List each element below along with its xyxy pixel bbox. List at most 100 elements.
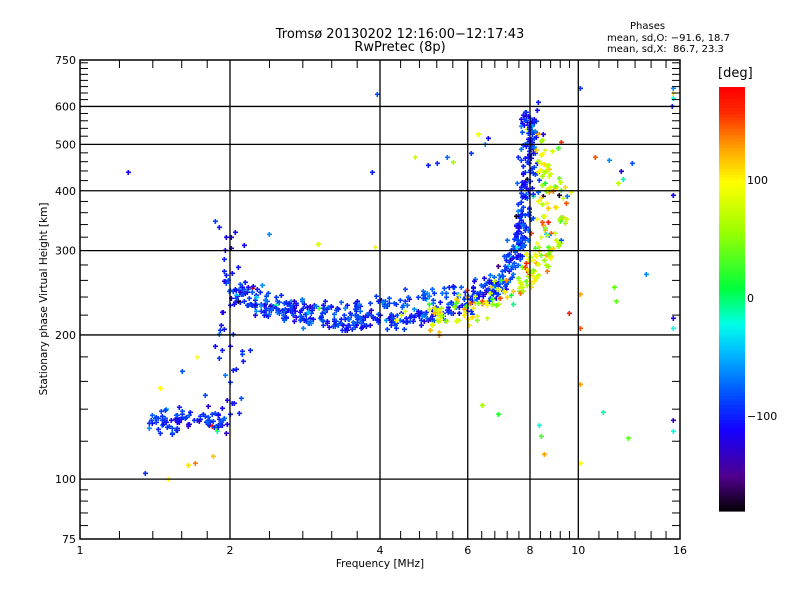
scatter-point <box>546 252 551 257</box>
scatter-point <box>563 221 568 226</box>
scatter-point <box>474 296 479 301</box>
point-v <box>372 316 375 321</box>
point-v <box>290 307 293 312</box>
scatter-point <box>542 162 547 167</box>
scatter-point <box>236 265 241 270</box>
colorbar-segment <box>719 180 745 185</box>
scatter-point <box>536 132 541 137</box>
point-v <box>290 299 293 304</box>
point-v <box>407 295 410 300</box>
point-v <box>351 327 354 332</box>
scatter-point <box>521 164 526 169</box>
point-v <box>276 310 279 315</box>
point-v <box>157 416 160 421</box>
point-v <box>160 409 163 414</box>
point-v <box>366 312 369 317</box>
scatter-point <box>538 168 543 173</box>
outlier-point <box>614 299 619 304</box>
scatter-point <box>156 427 161 432</box>
scatter-point <box>220 310 225 315</box>
point-v <box>311 306 314 311</box>
point-v <box>471 315 474 320</box>
scatter-point <box>160 414 165 419</box>
point-v <box>463 313 466 318</box>
point-v <box>507 280 510 285</box>
point-v <box>219 421 222 426</box>
point-v <box>518 226 521 231</box>
outlier-point <box>486 136 491 141</box>
outlier-point <box>426 163 431 168</box>
colorbar-segment <box>719 338 745 342</box>
scatter-point <box>274 295 279 300</box>
outlier-point <box>578 382 583 387</box>
point-v <box>312 317 315 322</box>
scatter-point <box>540 202 545 207</box>
point-v <box>645 272 648 277</box>
scatter-point <box>220 406 225 411</box>
point-v <box>532 171 535 176</box>
scatter-point <box>225 422 230 427</box>
scatter-point <box>281 313 286 318</box>
scatter-point <box>413 313 418 318</box>
point-v <box>522 183 525 188</box>
scatter-point <box>457 311 462 316</box>
colorbar-segment <box>719 411 745 415</box>
scatter-point <box>265 299 270 304</box>
scatter-point <box>496 264 501 269</box>
scatter-point <box>169 418 174 423</box>
scatter-point <box>523 265 528 270</box>
scatter-point <box>246 285 251 290</box>
scatter-point <box>305 305 310 310</box>
point-v <box>324 308 327 313</box>
point-v <box>570 190 573 195</box>
scatter-point <box>521 172 526 177</box>
scatter-point <box>494 303 499 308</box>
scatter-point <box>205 419 210 424</box>
scatter-point <box>557 176 562 181</box>
point-v <box>546 269 549 274</box>
scatter-point <box>540 183 545 188</box>
point-v <box>228 289 231 294</box>
scatter-point <box>240 285 245 290</box>
point-v <box>540 139 543 144</box>
scatter-point <box>282 318 287 323</box>
point-v <box>248 296 251 301</box>
colorbar-segment <box>719 141 745 146</box>
scatter-point <box>271 304 276 309</box>
scatter-point <box>533 246 538 251</box>
point-v <box>535 148 538 153</box>
scatter-point <box>173 417 178 422</box>
point-v <box>206 419 209 424</box>
point-v <box>307 310 310 315</box>
point-v <box>429 317 432 322</box>
point-v <box>404 309 407 314</box>
point-v <box>526 120 529 125</box>
scatter-point <box>546 206 551 211</box>
scatter-point <box>484 290 489 295</box>
point-v <box>531 166 534 171</box>
scatter-point <box>544 253 549 258</box>
point-v <box>486 316 489 321</box>
scatter-point <box>525 283 530 288</box>
point-v <box>234 300 237 305</box>
scatter-point <box>359 316 364 321</box>
point-v <box>447 305 450 310</box>
point-v <box>560 215 563 220</box>
scatter-point <box>543 148 548 153</box>
scatter-point <box>534 135 539 140</box>
colorbar-segment <box>719 492 745 497</box>
scatter-point <box>224 281 229 286</box>
scatter-point <box>234 288 239 293</box>
point-v <box>193 418 196 423</box>
point-v <box>417 295 420 300</box>
colorbar-segment <box>719 420 745 424</box>
point-v <box>490 285 493 290</box>
colorbar-segment <box>719 323 745 327</box>
point-v <box>354 325 357 330</box>
colorbar-segment <box>719 271 745 276</box>
plot-frame <box>79 59 681 540</box>
point-v <box>473 292 476 297</box>
colorbar-segment <box>719 159 745 164</box>
outlier-point <box>435 161 440 166</box>
point-v <box>243 299 246 304</box>
